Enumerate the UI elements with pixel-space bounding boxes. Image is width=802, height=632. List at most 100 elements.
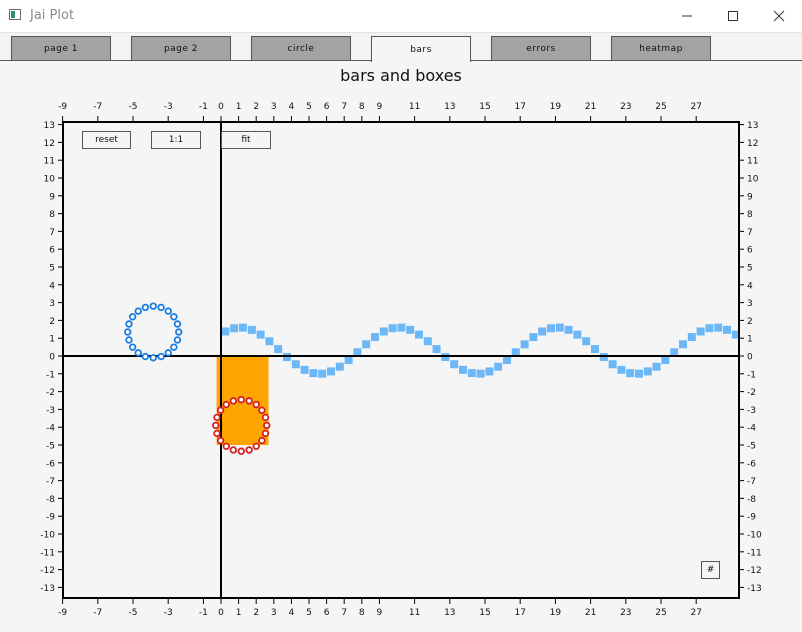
circle-marker xyxy=(263,421,271,430)
x-tick-label-top: 3 xyxy=(271,102,277,112)
x-tick-label-top: 21 xyxy=(585,102,596,112)
circle-marker xyxy=(237,395,245,404)
x-tick-label-bottom: 5 xyxy=(306,608,312,618)
data-point xyxy=(397,323,406,332)
circle-marker xyxy=(141,303,150,312)
x-tick-label-top: 11 xyxy=(409,102,420,112)
x-tick-label-bottom: 19 xyxy=(550,608,562,618)
y-tick-label-left: -12 xyxy=(40,566,55,576)
data-point xyxy=(635,369,643,378)
y-tick-label-right: 8 xyxy=(747,210,753,220)
y-tick-label-left: 6 xyxy=(49,246,55,256)
data-point xyxy=(731,330,739,339)
fit-button[interactable]: fit xyxy=(221,131,271,149)
data-point xyxy=(274,345,283,354)
x-tick-label-bottom: 17 xyxy=(514,608,525,618)
x-tick-label-bottom: 21 xyxy=(585,608,596,618)
data-point xyxy=(318,369,327,378)
x-tick-label-bottom: 25 xyxy=(655,608,666,618)
data-point xyxy=(511,348,520,357)
y-tick-label-right: -5 xyxy=(747,442,756,452)
x-tick-label-top: 7 xyxy=(341,102,347,112)
data-point xyxy=(485,367,494,376)
data-point xyxy=(696,327,705,336)
data-point xyxy=(476,369,485,378)
x-tick-label-bottom: -1 xyxy=(199,608,208,618)
title-bar: Jai Plot xyxy=(0,0,802,33)
y-tick-label-left: 13 xyxy=(44,121,55,131)
maximize-icon xyxy=(728,11,738,21)
tab-circle[interactable]: circle xyxy=(251,36,351,60)
y-tick-label-right: -7 xyxy=(747,477,756,487)
minimize-button[interactable] xyxy=(664,0,710,32)
plot-area xyxy=(63,122,739,598)
x-tick-label-top: 15 xyxy=(479,102,490,112)
data-point xyxy=(450,360,459,369)
plot-canvas[interactable]: bars and boxes-9-9-7-7-5-5-3-3-1-1001122… xyxy=(0,61,802,632)
x-tick-label-bottom: 13 xyxy=(444,608,455,618)
tab-errors[interactable]: errors xyxy=(491,36,591,60)
close-button[interactable] xyxy=(756,0,802,32)
data-point xyxy=(247,325,256,334)
y-tick-label-left: -7 xyxy=(46,477,55,487)
x-tick-label-bottom: 0 xyxy=(218,608,224,618)
circle-marker xyxy=(173,320,182,328)
y-tick-label-right: -12 xyxy=(747,566,762,576)
circle-marker xyxy=(157,352,165,361)
circle-marker xyxy=(229,446,238,454)
circle-marker xyxy=(128,313,137,321)
data-point xyxy=(291,360,300,369)
y-tick-label-left: 12 xyxy=(44,139,55,149)
x-tick-label-bottom: 3 xyxy=(271,608,277,618)
grid-toggle-button[interactable]: # xyxy=(701,561,720,579)
y-tick-label-right: 10 xyxy=(747,175,759,185)
circle-marker xyxy=(258,406,266,414)
tab-bars[interactable]: bars xyxy=(371,36,471,62)
data-point xyxy=(256,330,265,339)
x-tick-label-top: 1 xyxy=(236,102,242,112)
x-tick-label-top: 5 xyxy=(306,102,312,112)
y-tick-label-right: -9 xyxy=(747,513,756,523)
circle-marker xyxy=(125,336,133,344)
circle-marker xyxy=(229,397,238,405)
data-point xyxy=(494,362,503,371)
y-tick-label-left: -3 xyxy=(46,406,55,416)
y-tick-label-right: -10 xyxy=(747,531,762,541)
circle-marker xyxy=(213,429,221,438)
y-tick-label-left: 0 xyxy=(49,353,55,363)
data-point xyxy=(362,340,371,349)
y-tick-label-right: 6 xyxy=(747,246,753,256)
tab-page-2[interactable]: page 2 xyxy=(131,36,231,60)
circle-marker xyxy=(245,397,253,405)
data-point xyxy=(714,323,723,332)
maximize-button[interactable] xyxy=(710,0,756,32)
circle-marker xyxy=(164,307,172,315)
one-to-one-button[interactable]: 1:1 xyxy=(151,131,201,149)
tab-heatmap[interactable]: heatmap xyxy=(611,36,711,60)
plot-panel: bars and boxes -9 -9 -7 -7 -5 -5 -3 -3 -1 -1 0 0 1 1 2 2… xyxy=(0,61,802,632)
y-tick-label-left: 10 xyxy=(44,175,56,185)
data-point xyxy=(591,345,599,354)
data-point xyxy=(582,337,591,346)
x-tick-label-bottom: 8 xyxy=(359,608,365,618)
data-point xyxy=(679,340,687,349)
y-tick-label-right: 11 xyxy=(747,157,758,167)
y-tick-label-left: -10 xyxy=(40,531,55,541)
y-tick-label-right: -1 xyxy=(747,370,756,380)
data-point xyxy=(230,324,239,333)
data-point xyxy=(529,333,538,342)
circle-marker xyxy=(216,406,225,414)
y-tick-label-left: -8 xyxy=(46,495,55,505)
app-icon xyxy=(9,9,21,20)
circle-marker xyxy=(124,328,132,336)
circle-marker xyxy=(173,336,182,344)
x-tick-label-bottom: 2 xyxy=(253,608,259,618)
y-tick-label-right: 0 xyxy=(747,353,753,363)
circle-marker xyxy=(252,442,260,451)
x-tick-label-top: 2 xyxy=(253,102,259,112)
x-tick-label-bottom: 27 xyxy=(690,608,701,618)
x-tick-label-top: 8 xyxy=(359,102,365,112)
data-point xyxy=(652,362,661,371)
reset-button[interactable]: reset xyxy=(82,131,131,149)
tab-page-1[interactable]: page 1 xyxy=(11,36,111,60)
